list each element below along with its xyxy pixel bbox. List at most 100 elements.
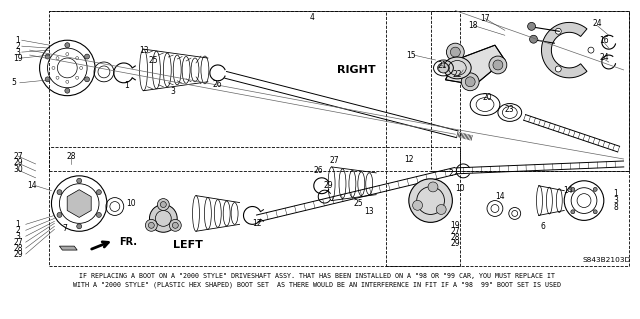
Circle shape (45, 77, 50, 82)
Text: 6: 6 (540, 222, 545, 231)
Text: 1: 1 (124, 81, 129, 90)
Text: 16: 16 (599, 36, 609, 45)
Circle shape (556, 28, 561, 34)
Text: 8: 8 (613, 203, 618, 212)
Circle shape (84, 77, 90, 82)
Text: 15: 15 (406, 51, 415, 60)
Text: 14: 14 (495, 192, 505, 201)
Circle shape (571, 187, 575, 191)
Text: 13: 13 (139, 46, 148, 55)
Circle shape (150, 204, 177, 232)
Circle shape (447, 43, 464, 61)
Circle shape (461, 73, 479, 91)
Text: 19: 19 (451, 221, 460, 230)
Text: 17: 17 (480, 14, 490, 23)
Circle shape (413, 200, 422, 210)
Text: WITH A "2000 STYLE" (PLASTIC HEX SHAPED) BOOT SET  AS THERE WOULD BE AN INTERFER: WITH A "2000 STYLE" (PLASTIC HEX SHAPED)… (73, 281, 561, 288)
Text: 23: 23 (505, 105, 515, 114)
Text: RIGHT: RIGHT (337, 65, 375, 75)
Text: 28: 28 (13, 244, 22, 253)
Text: 10: 10 (456, 184, 465, 193)
Circle shape (436, 204, 446, 214)
Circle shape (148, 222, 154, 228)
Circle shape (556, 66, 561, 72)
Circle shape (45, 54, 50, 59)
Text: 5: 5 (12, 78, 16, 87)
Text: S843B2103D: S843B2103D (582, 257, 630, 263)
Text: 29: 29 (13, 249, 22, 258)
Circle shape (409, 179, 452, 222)
Text: 27: 27 (13, 152, 22, 160)
Circle shape (593, 187, 597, 191)
Text: 2: 2 (15, 226, 20, 235)
Text: 26: 26 (314, 167, 324, 175)
Circle shape (97, 212, 101, 218)
Text: 25: 25 (148, 56, 158, 64)
Text: 7: 7 (62, 224, 67, 233)
Text: 29: 29 (451, 239, 460, 248)
Text: 29: 29 (13, 159, 22, 167)
Text: 3: 3 (15, 232, 20, 241)
Text: 24: 24 (592, 19, 602, 28)
Circle shape (593, 210, 597, 214)
Circle shape (161, 202, 166, 207)
Text: 13: 13 (364, 207, 374, 216)
Circle shape (145, 219, 157, 231)
Circle shape (172, 222, 179, 228)
Text: 28: 28 (451, 233, 460, 242)
Circle shape (527, 22, 536, 30)
Text: 22: 22 (452, 70, 462, 79)
Text: 2: 2 (448, 169, 452, 178)
Text: 14: 14 (27, 181, 36, 190)
Circle shape (65, 43, 70, 48)
Text: 12: 12 (253, 219, 262, 228)
Circle shape (57, 212, 62, 218)
Circle shape (77, 178, 82, 183)
Text: 20: 20 (482, 93, 492, 102)
Circle shape (489, 56, 507, 74)
Circle shape (65, 88, 70, 93)
Circle shape (571, 210, 575, 214)
Ellipse shape (444, 57, 471, 79)
Text: 3: 3 (171, 87, 175, 96)
Text: 1: 1 (15, 36, 20, 45)
Text: 1: 1 (613, 189, 618, 198)
Text: IF REPLACING A BOOT ON A "2000 STYLE" DRIVESHAFT ASSY. THAT HAS BEEN INSTALLED O: IF REPLACING A BOOT ON A "2000 STYLE" DR… (79, 273, 555, 279)
Text: 25: 25 (353, 199, 363, 208)
Text: 29: 29 (324, 181, 333, 190)
Text: 19: 19 (13, 54, 22, 63)
Circle shape (77, 224, 82, 229)
Polygon shape (67, 190, 91, 218)
Text: 21: 21 (438, 62, 447, 70)
Circle shape (170, 219, 181, 231)
Circle shape (84, 54, 90, 59)
Circle shape (428, 182, 438, 192)
Text: 4: 4 (309, 13, 314, 22)
Text: 30: 30 (13, 165, 22, 174)
Text: 1: 1 (15, 220, 20, 229)
Circle shape (465, 77, 475, 87)
Text: 12: 12 (404, 154, 413, 164)
Text: 10: 10 (126, 199, 136, 208)
Text: 27: 27 (330, 157, 339, 166)
Polygon shape (541, 22, 587, 78)
Text: 27: 27 (451, 227, 460, 236)
Text: 26: 26 (213, 80, 223, 89)
Text: 27: 27 (13, 238, 22, 247)
Text: 18: 18 (468, 21, 478, 30)
Text: 28: 28 (67, 152, 76, 160)
Text: 14: 14 (563, 186, 573, 195)
Circle shape (588, 47, 594, 53)
Circle shape (493, 60, 503, 70)
Circle shape (451, 47, 460, 57)
Text: 24: 24 (599, 53, 609, 62)
Polygon shape (60, 246, 77, 250)
Circle shape (529, 35, 538, 43)
Circle shape (157, 199, 169, 211)
Circle shape (57, 190, 62, 195)
Text: LEFT: LEFT (173, 240, 203, 250)
Polygon shape (445, 45, 505, 85)
Text: 3: 3 (15, 48, 20, 56)
Circle shape (97, 190, 101, 195)
Circle shape (438, 63, 449, 73)
